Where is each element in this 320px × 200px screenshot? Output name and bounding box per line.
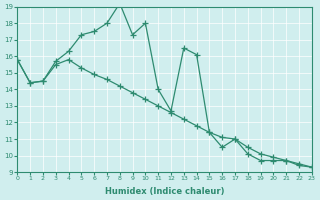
X-axis label: Humidex (Indice chaleur): Humidex (Indice chaleur)	[105, 187, 224, 196]
